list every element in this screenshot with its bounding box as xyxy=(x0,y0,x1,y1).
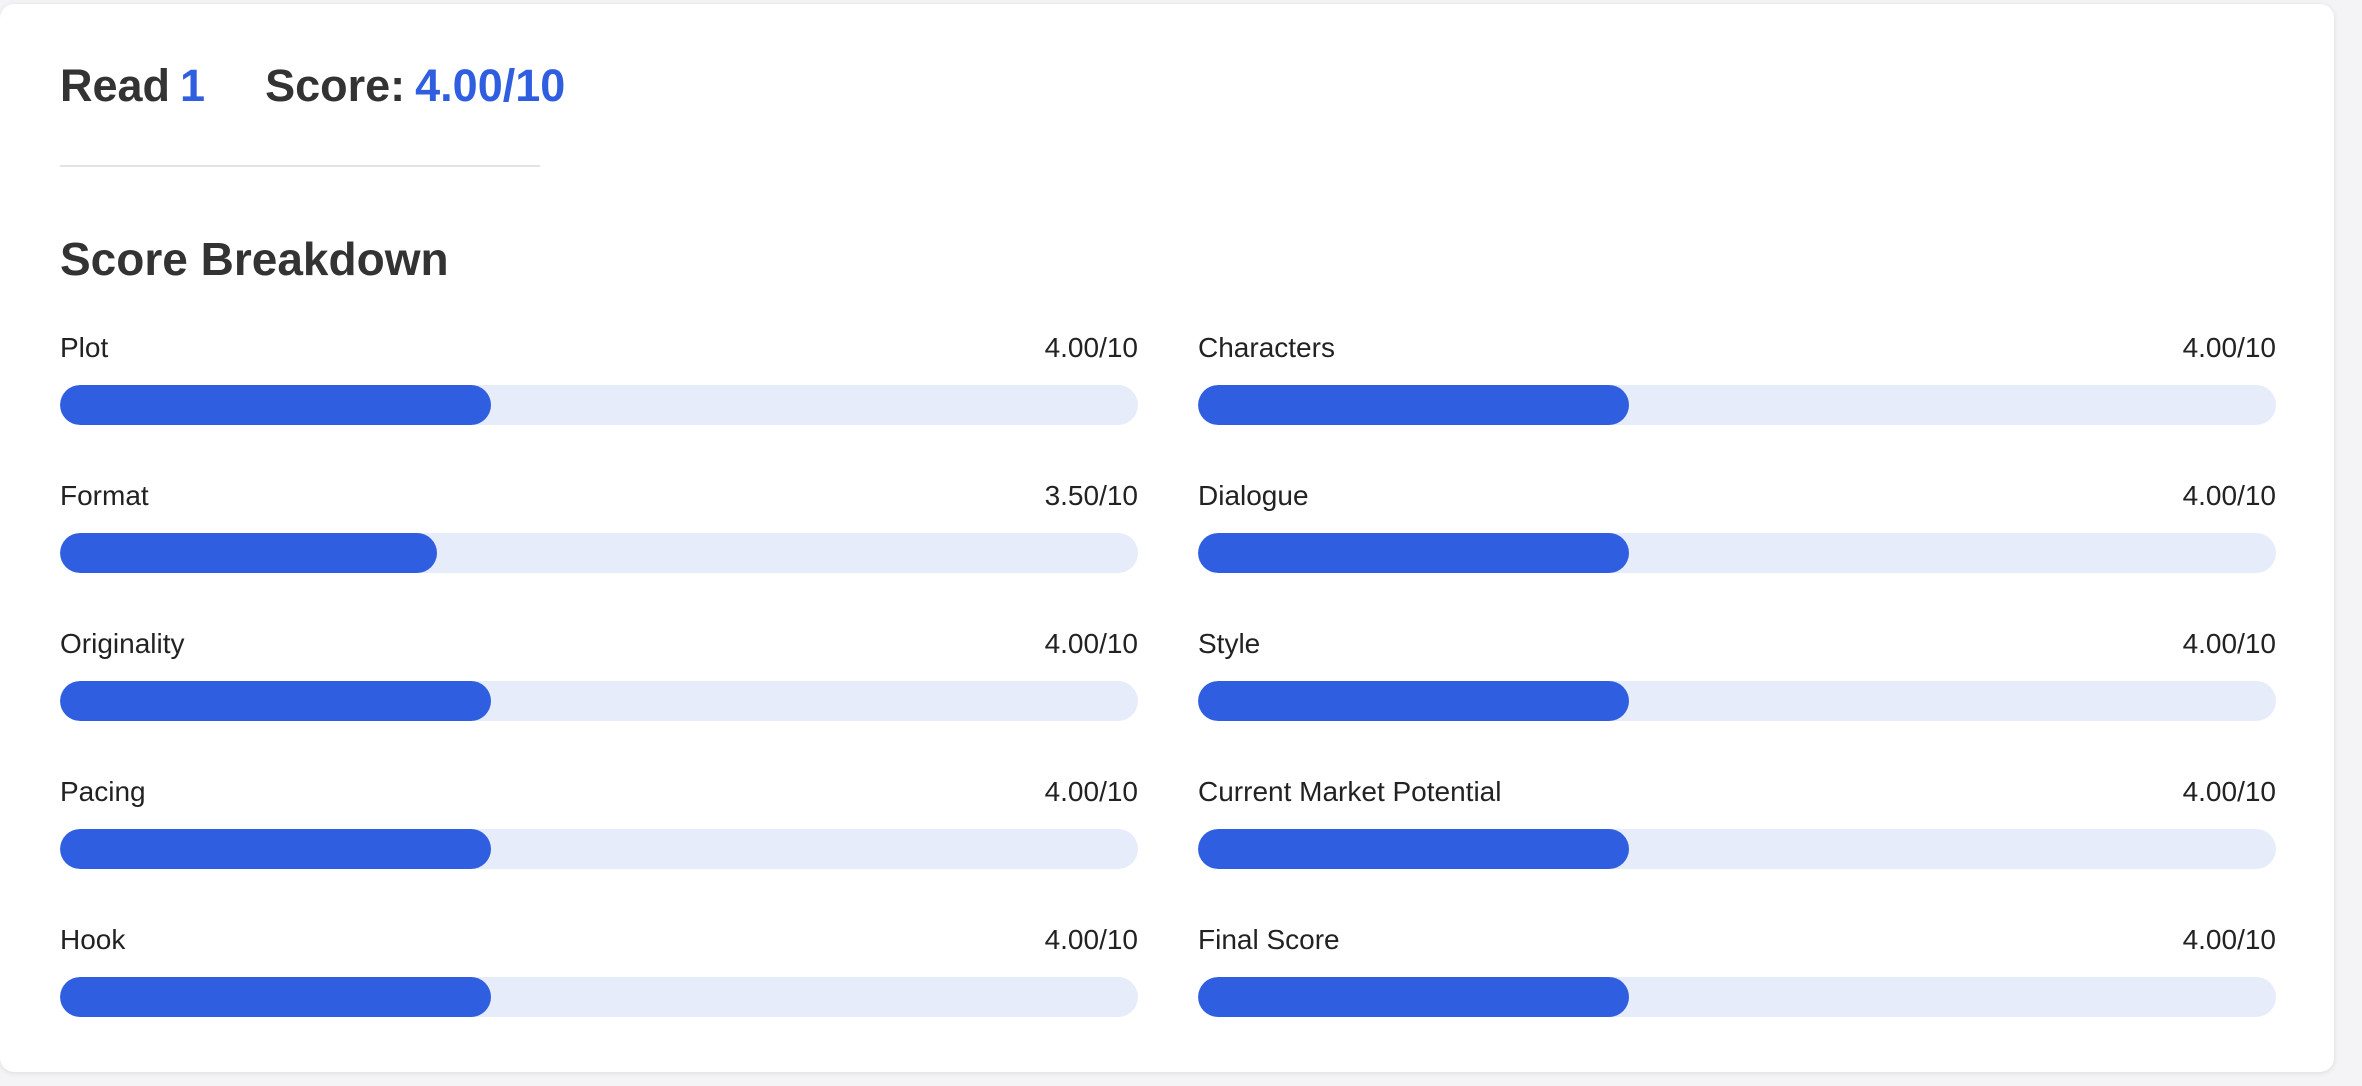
metric-value: 4.00/10 xyxy=(1044,332,1138,363)
metric-final-score: Final Score 4.00/10 xyxy=(1198,924,2276,1072)
progress-fill xyxy=(60,533,438,573)
metric-value: 3.50/10 xyxy=(1044,480,1138,511)
header-divider xyxy=(60,165,540,167)
metric-value: 4.00/10 xyxy=(2182,776,2276,807)
progress-track xyxy=(1198,533,2276,573)
metric-label: Plot xyxy=(60,332,109,363)
progress-track xyxy=(60,533,1138,573)
metric-value: 4.00/10 xyxy=(2182,924,2276,955)
metric-style: Style 4.00/10 xyxy=(1198,628,2276,776)
metric-value: 4.00/10 xyxy=(2182,628,2276,659)
progress-fill xyxy=(1198,385,1630,425)
progress-track xyxy=(1198,977,2276,1017)
progress-fill xyxy=(1198,681,1630,721)
score-label: Score: xyxy=(265,60,406,111)
metric-label: Characters xyxy=(1198,332,1335,363)
metric-current-market-potential: Current Market Potential 4.00/10 xyxy=(1198,776,2276,924)
read-number: 1 xyxy=(180,60,206,111)
metric-label: Originality xyxy=(60,628,185,659)
progress-track xyxy=(1198,385,2276,425)
metric-value: 4.00/10 xyxy=(2182,332,2276,363)
metric-label: Current Market Potential xyxy=(1198,776,1502,807)
metric-value: 4.00/10 xyxy=(1044,776,1138,807)
progress-fill xyxy=(60,385,492,425)
progress-track xyxy=(60,829,1138,869)
progress-fill xyxy=(60,977,492,1017)
metric-format: Format 3.50/10 xyxy=(60,480,1138,628)
progress-track xyxy=(1198,681,2276,721)
metric-characters: Characters 4.00/10 xyxy=(1198,332,2276,480)
metric-label: Style xyxy=(1198,628,1261,659)
metric-value: 4.00/10 xyxy=(2182,480,2276,511)
metric-originality: Originality 4.00/10 xyxy=(60,628,1138,776)
read-score-header: Read 1 Score: 4.00/10 xyxy=(60,60,565,112)
read-indicator: Read 1 xyxy=(60,60,205,112)
score-card: Read 1 Score: 4.00/10 Score Breakdown Pl… xyxy=(0,4,2334,1072)
metric-value: 4.00/10 xyxy=(1044,628,1138,659)
progress-fill xyxy=(60,681,492,721)
metric-label: Pacing xyxy=(60,776,146,807)
progress-fill xyxy=(1198,829,1630,869)
progress-fill xyxy=(60,829,492,869)
section-title: Score Breakdown xyxy=(60,233,449,285)
progress-track xyxy=(60,977,1138,1017)
metric-hook: Hook 4.00/10 xyxy=(60,924,1138,1072)
progress-fill xyxy=(1198,977,1630,1017)
metric-label: Final Score xyxy=(1198,924,1340,955)
metric-label: Hook xyxy=(60,924,126,955)
metric-dialogue: Dialogue 4.00/10 xyxy=(1198,480,2276,628)
progress-track xyxy=(1198,829,2276,869)
progress-fill xyxy=(1198,533,1630,573)
overall-score: Score: 4.00/10 xyxy=(265,60,565,112)
metric-plot: Plot 4.00/10 xyxy=(60,332,1138,480)
read-label: Read xyxy=(60,60,171,111)
score-breakdown-grid: Plot 4.00/10 Characters 4.00/10 Format 3… xyxy=(60,332,2276,1072)
metric-value: 4.00/10 xyxy=(1044,924,1138,955)
progress-track xyxy=(60,385,1138,425)
score-value: 4.00/10 xyxy=(415,60,566,111)
metric-label: Dialogue xyxy=(1198,480,1309,511)
progress-track xyxy=(60,681,1138,721)
metric-label: Format xyxy=(60,480,149,511)
metric-pacing: Pacing 4.00/10 xyxy=(60,776,1138,924)
